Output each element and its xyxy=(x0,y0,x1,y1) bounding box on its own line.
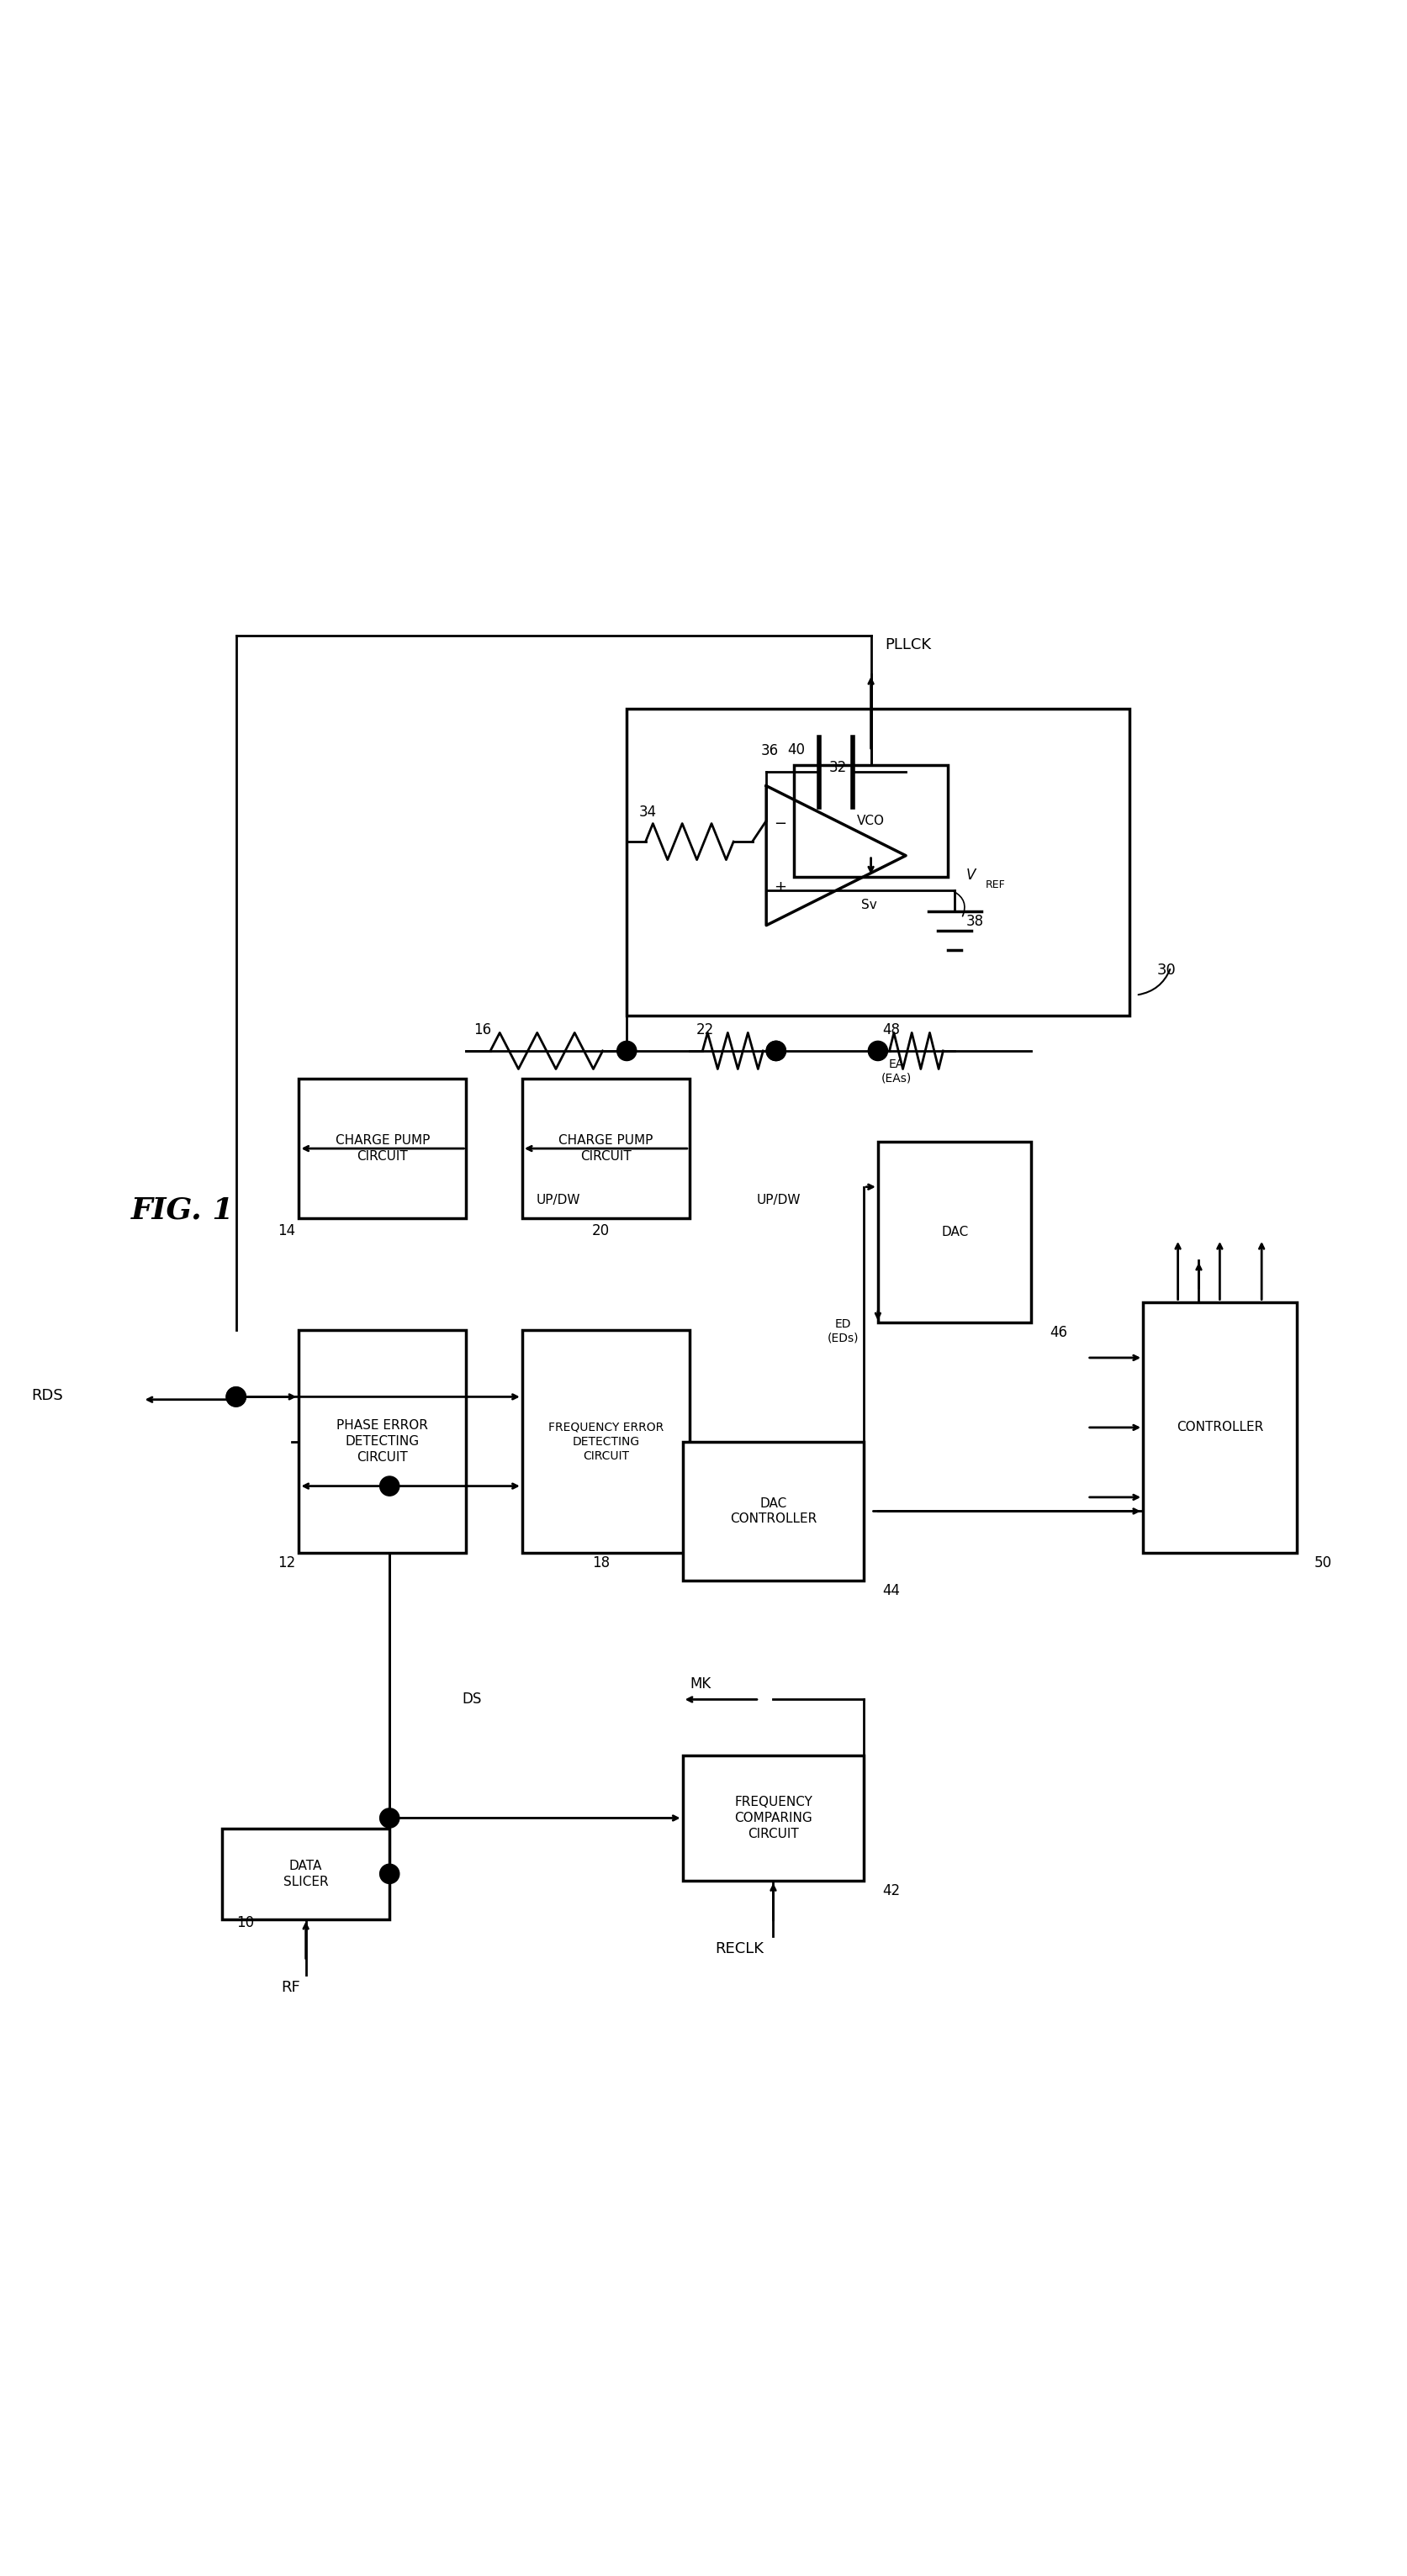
Text: 48: 48 xyxy=(882,1023,899,1038)
Circle shape xyxy=(380,1808,400,1829)
Text: 38: 38 xyxy=(965,914,983,930)
Text: 12: 12 xyxy=(279,1556,295,1571)
Text: 42: 42 xyxy=(882,1883,900,1899)
Text: 46: 46 xyxy=(1050,1324,1067,1340)
Text: 40: 40 xyxy=(788,742,805,757)
Text: 32: 32 xyxy=(829,760,847,775)
Text: 16: 16 xyxy=(473,1023,491,1038)
Circle shape xyxy=(868,1041,888,1061)
Text: FREQUENCY ERROR
DETECTING
CIRCUIT: FREQUENCY ERROR DETECTING CIRCUIT xyxy=(549,1422,664,1461)
Text: CONTROLLER: CONTROLLER xyxy=(1176,1422,1263,1435)
Bar xyxy=(298,1329,466,1553)
Text: $V$: $V$ xyxy=(965,868,978,884)
Text: Sv: Sv xyxy=(861,899,877,912)
Text: RECLK: RECLK xyxy=(715,1942,764,1958)
Text: FIG. 1: FIG. 1 xyxy=(131,1195,235,1224)
Text: EA
(EAs): EA (EAs) xyxy=(881,1059,912,1084)
Text: +: + xyxy=(774,878,787,894)
Bar xyxy=(626,708,1128,1015)
Bar xyxy=(298,1079,466,1218)
Circle shape xyxy=(227,1386,246,1406)
Text: 30: 30 xyxy=(1157,963,1176,976)
Text: UP/DW: UP/DW xyxy=(757,1195,801,1206)
Text: CHARGE PUMP
CIRCUIT: CHARGE PUMP CIRCUIT xyxy=(335,1133,429,1162)
Text: 18: 18 xyxy=(592,1556,609,1571)
Bar xyxy=(794,765,948,876)
Circle shape xyxy=(767,1041,787,1061)
Bar xyxy=(522,1079,689,1218)
Text: CHARGE PUMP
CIRCUIT: CHARGE PUMP CIRCUIT xyxy=(559,1133,653,1162)
Text: 34: 34 xyxy=(639,804,657,819)
Bar xyxy=(222,1829,390,1919)
Text: ED
(EDs): ED (EDs) xyxy=(827,1319,858,1345)
Text: −: − xyxy=(774,817,787,832)
Text: DAC
CONTROLLER: DAC CONTROLLER xyxy=(730,1497,816,1525)
Bar xyxy=(522,1329,689,1553)
Circle shape xyxy=(618,1041,636,1061)
Text: DATA
SLICER: DATA SLICER xyxy=(283,1860,328,1888)
Circle shape xyxy=(767,1041,787,1061)
Text: DS: DS xyxy=(461,1692,481,1708)
Text: RDS: RDS xyxy=(31,1388,63,1404)
Circle shape xyxy=(380,1865,400,1883)
Circle shape xyxy=(380,1476,400,1497)
Text: RF: RF xyxy=(281,1981,300,1994)
Text: 20: 20 xyxy=(592,1224,609,1239)
Text: PLLCK: PLLCK xyxy=(885,636,931,652)
Text: UP/DW: UP/DW xyxy=(536,1195,580,1206)
Text: 44: 44 xyxy=(882,1584,899,1597)
Text: 50: 50 xyxy=(1314,1556,1332,1571)
Text: 10: 10 xyxy=(236,1914,253,1929)
Text: 36: 36 xyxy=(761,744,778,757)
Bar xyxy=(682,1443,864,1582)
Bar xyxy=(682,1754,864,1880)
Text: 14: 14 xyxy=(279,1224,295,1239)
Circle shape xyxy=(227,1386,246,1406)
Text: DAC: DAC xyxy=(941,1226,968,1239)
Text: VCO: VCO xyxy=(857,814,885,827)
Bar xyxy=(1142,1301,1296,1553)
Bar xyxy=(878,1141,1031,1324)
Text: 22: 22 xyxy=(696,1023,715,1038)
Text: FREQUENCY
COMPARING
CIRCUIT: FREQUENCY COMPARING CIRCUIT xyxy=(734,1795,812,1839)
Text: MK: MK xyxy=(689,1677,711,1692)
Text: PHASE ERROR
DETECTING
CIRCUIT: PHASE ERROR DETECTING CIRCUIT xyxy=(336,1419,428,1463)
Text: REF: REF xyxy=(985,878,1006,891)
